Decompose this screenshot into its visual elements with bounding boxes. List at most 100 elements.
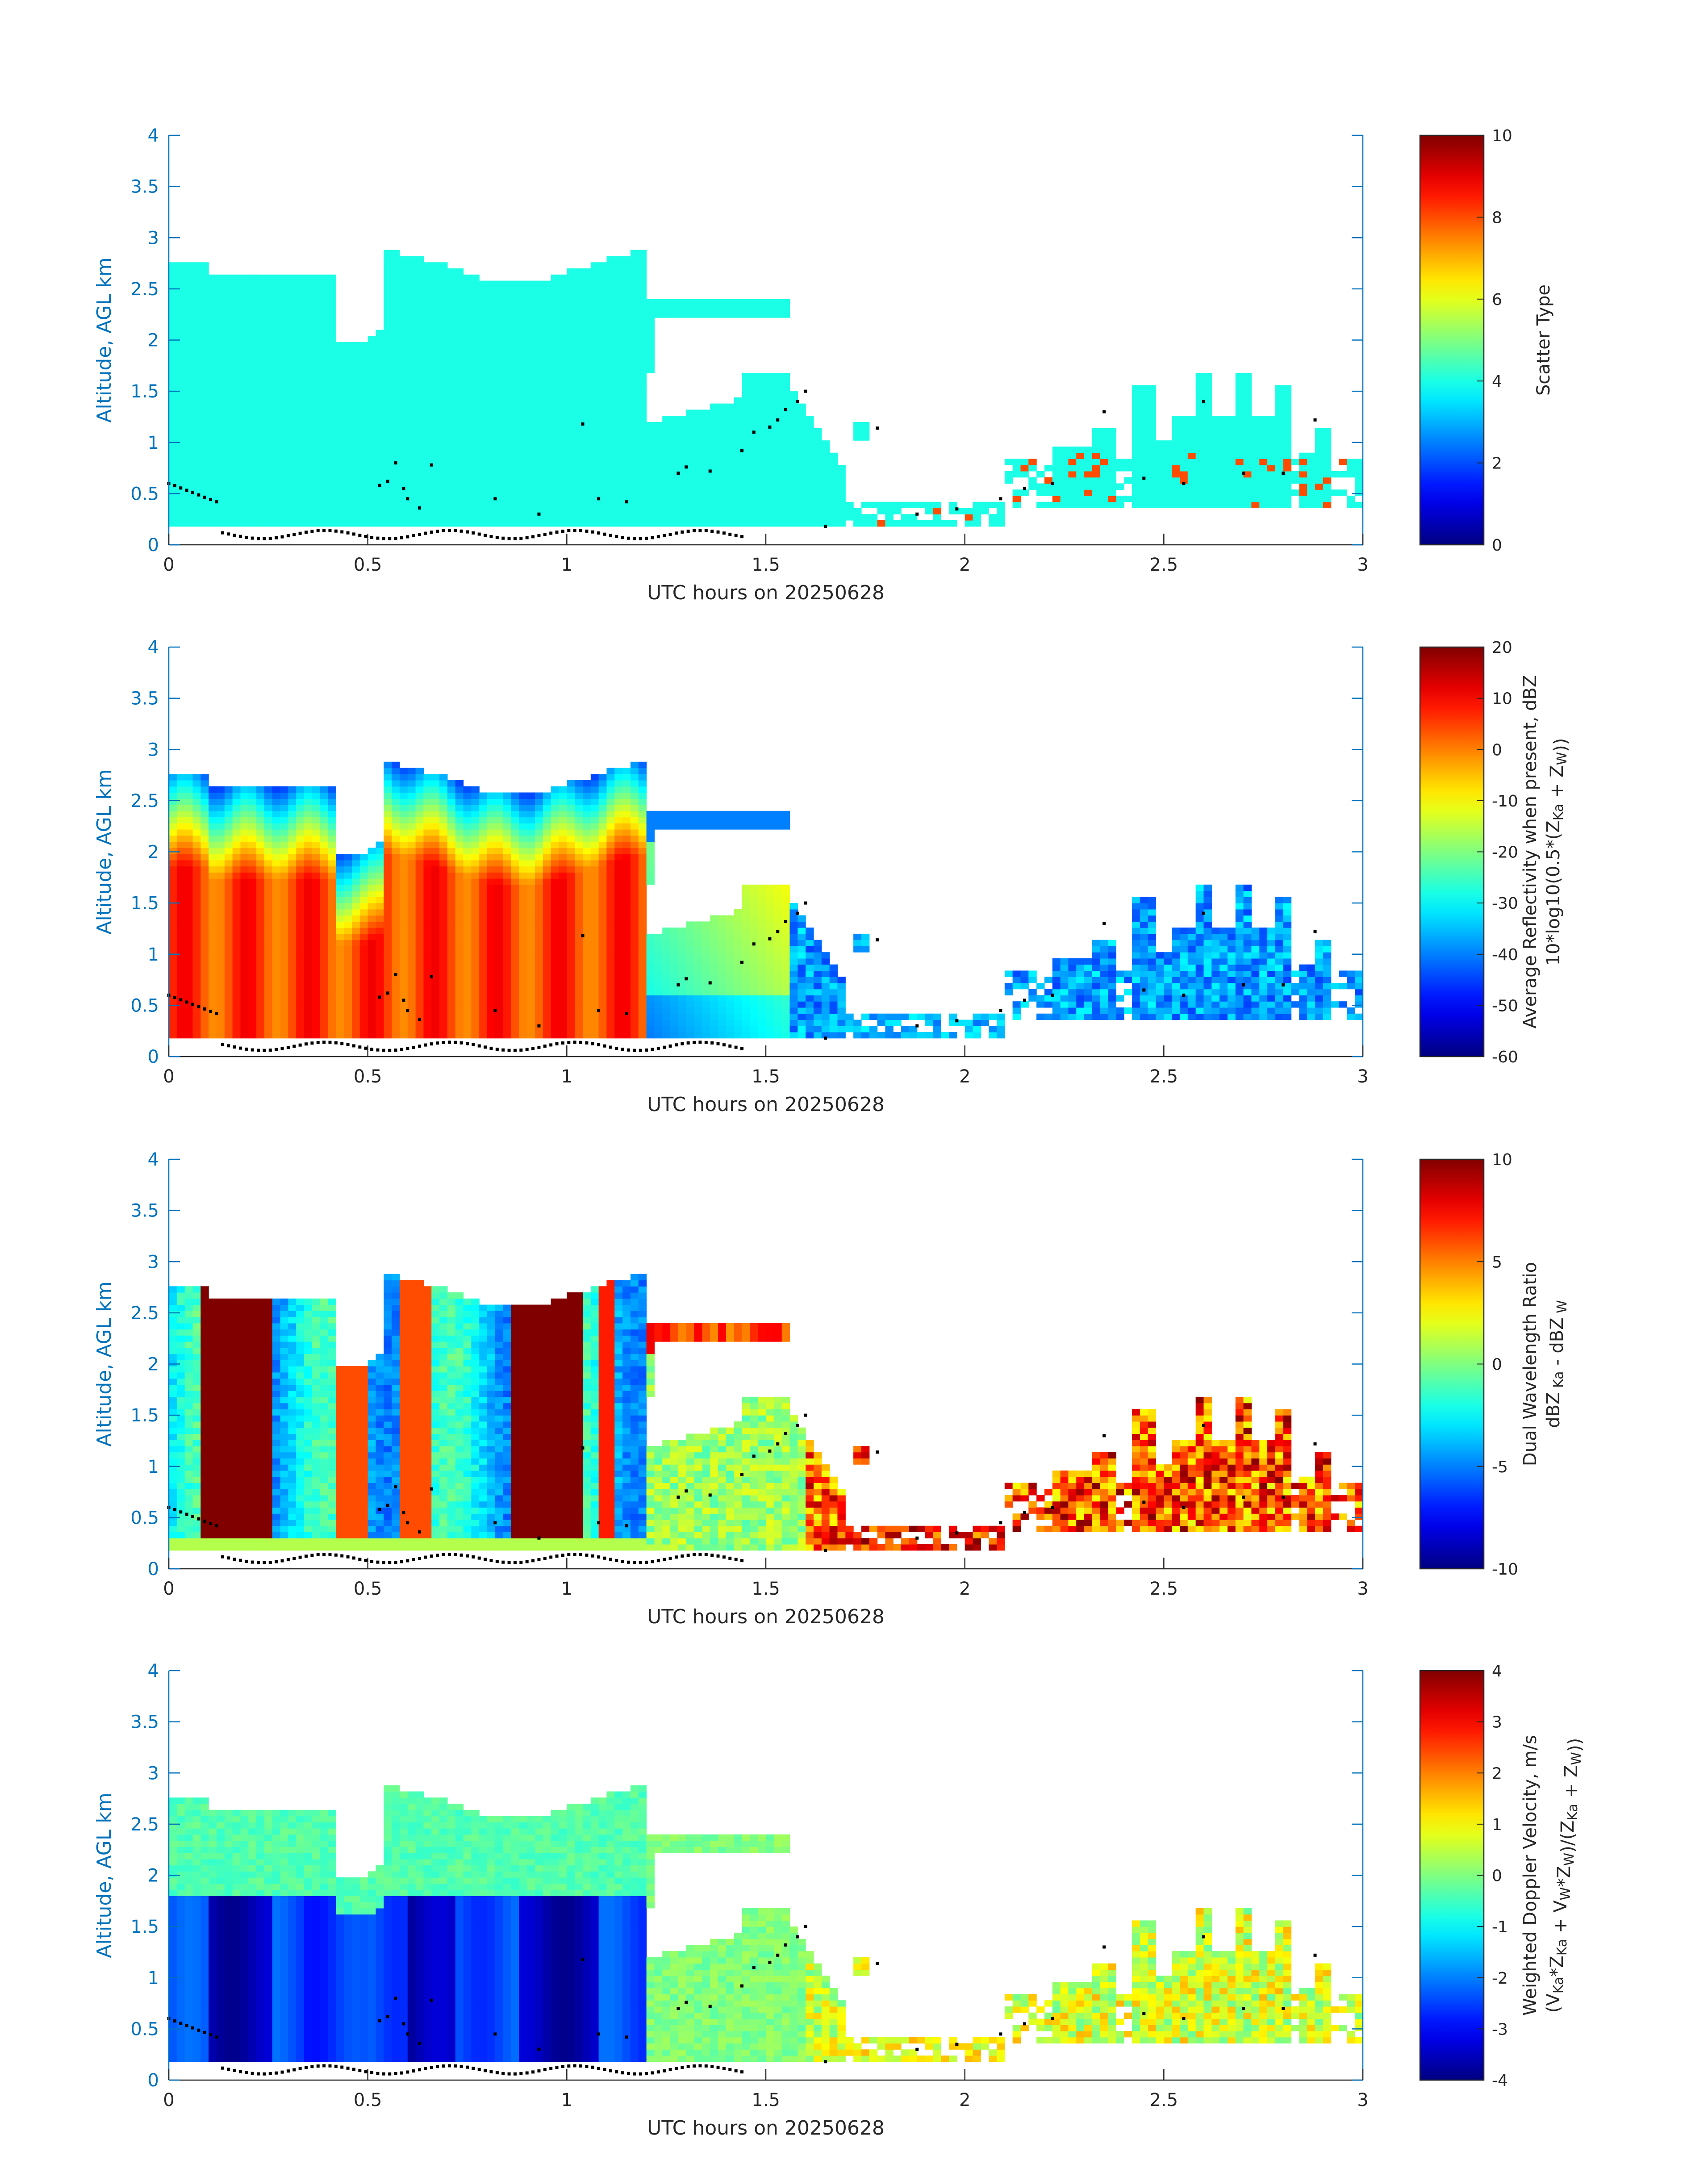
heatmap-cell (184, 311, 193, 318)
heatmap-cell (384, 774, 392, 781)
heatmap-cell (1235, 409, 1244, 416)
heatmap-cell (184, 1013, 193, 1020)
heatmap-cell (622, 489, 631, 496)
heatmap-cell (423, 495, 432, 502)
heatmap-cell (392, 360, 400, 367)
heatmap-cell (471, 477, 480, 484)
heatmap-cell (455, 348, 464, 355)
heatmap-cell (312, 508, 321, 514)
heatmap-cell (455, 367, 464, 373)
heatmap-cell (718, 520, 727, 527)
heatmap-cell (256, 841, 265, 848)
heatmap-cell (630, 305, 639, 312)
heatmap-cell (606, 440, 615, 447)
heatmap-cell (280, 348, 288, 355)
heatmap-cell (479, 483, 488, 490)
heatmap-cell (200, 854, 209, 861)
heatmap-cell (806, 428, 814, 435)
heatmap-cell (176, 817, 185, 823)
heatmap-cell (320, 958, 329, 965)
heatmap-cell (1275, 385, 1284, 392)
heatmap-cell (455, 330, 464, 336)
cloud-base-marker (447, 529, 451, 532)
heatmap-cell (885, 508, 894, 514)
heatmap-cell (272, 835, 281, 842)
heatmap-cell (304, 970, 313, 977)
heatmap-cell (209, 274, 217, 281)
heatmap-cell (1227, 501, 1236, 509)
heatmap-cell (511, 305, 519, 312)
heatmap-cell (367, 970, 376, 977)
heatmap-cell (702, 305, 710, 312)
heatmap-cell (407, 256, 416, 263)
heatmap-cell (463, 397, 472, 404)
heatmap-cell (264, 995, 273, 1002)
heatmap-cell (384, 318, 392, 324)
heatmap-cell (240, 287, 249, 293)
heatmap-cell (352, 471, 360, 478)
heatmap-cell (813, 452, 822, 460)
heatmap-cell (232, 342, 241, 349)
heatmap-cell (559, 465, 567, 472)
heatmap-cell (344, 428, 352, 435)
heatmap-cell (455, 452, 464, 460)
heatmap-cell (511, 311, 519, 318)
heatmap-cell (638, 280, 647, 287)
heatmap-cell (471, 422, 480, 429)
heatmap-cell (256, 811, 265, 818)
heatmap-cell (678, 489, 687, 496)
heatmap-cell (519, 508, 527, 514)
heatmap-cell (686, 495, 695, 502)
heatmap-cell (806, 477, 814, 484)
heatmap-cell (272, 805, 281, 811)
heatmap-cell (200, 878, 209, 885)
heatmap-cell (1211, 495, 1220, 502)
heatmap-cell (471, 336, 480, 343)
heatmap-cell (209, 964, 217, 971)
heatmap-cell (367, 1032, 376, 1039)
heatmap-cell (646, 311, 655, 318)
heatmap-cell (216, 1013, 225, 1020)
heatmap-cell (248, 495, 257, 502)
heatmap-cell (495, 372, 504, 380)
heatmap-cell (184, 982, 193, 990)
heatmap-cell (256, 817, 265, 823)
heatmap-cell (694, 508, 702, 514)
heatmap-cell (192, 379, 201, 385)
heatmap-cell (320, 465, 329, 472)
colorbar-label: Scatter Type (1533, 284, 1554, 396)
heatmap-cell (328, 1013, 336, 1020)
heatmap-cell (1100, 483, 1109, 490)
heatmap-cell (495, 318, 504, 324)
heatmap-cell (837, 514, 846, 521)
heatmap-cell (718, 489, 727, 496)
heatmap-cell (702, 422, 710, 429)
heatmap-cell (407, 1032, 416, 1039)
heatmap-cell (384, 434, 392, 441)
heatmap-cell (798, 403, 806, 410)
heatmap-cell (1108, 471, 1116, 478)
heatmap-cell (216, 1032, 225, 1039)
heatmap-cell (240, 440, 249, 447)
heatmap-cell (304, 933, 313, 940)
heatmap-cell (734, 446, 743, 453)
heatmap-cell (590, 465, 599, 472)
heatmap-cell (376, 465, 384, 472)
heatmap-cell (272, 841, 281, 848)
heatmap-cell (304, 848, 313, 854)
heatmap-cell (1132, 403, 1140, 410)
heatmap-cell (392, 250, 400, 257)
heatmap-cell (359, 391, 368, 398)
heatmap-cell (296, 508, 305, 514)
heatmap-cell (463, 508, 472, 514)
heatmap-cell (200, 514, 209, 521)
heatmap-cell (312, 817, 321, 823)
heatmap-cell (192, 952, 201, 959)
heatmap-cell (590, 311, 599, 318)
heatmap-cell (280, 397, 288, 404)
heatmap-cell (1132, 422, 1140, 429)
heatmap-cell (336, 360, 344, 367)
heatmap-cell (678, 465, 687, 472)
heatmap-cell (304, 293, 313, 300)
heatmap-cell (1100, 471, 1109, 478)
